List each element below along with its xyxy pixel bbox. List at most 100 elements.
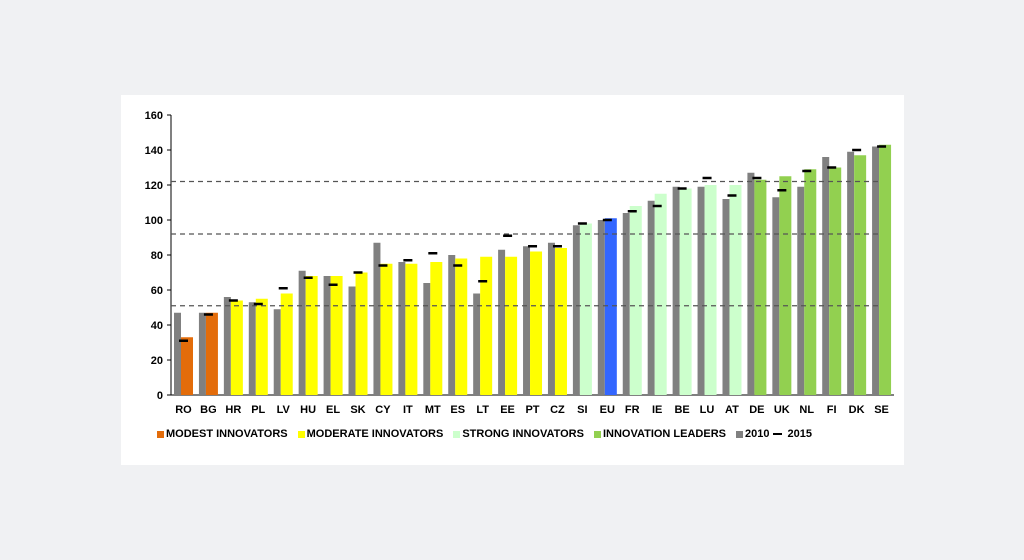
bar-2016-pl xyxy=(255,298,268,395)
bar-2010-uk xyxy=(772,197,780,395)
bar-2016-hu xyxy=(305,276,318,395)
x-tick-label: HU xyxy=(300,404,316,416)
x-tick-label: SE xyxy=(874,404,889,416)
bar-2010-bg xyxy=(198,312,206,395)
bar-2010-sk xyxy=(348,286,356,395)
bar-2010-lt xyxy=(473,293,481,395)
legend-swatch-leader xyxy=(593,430,601,438)
x-tick-label: DE xyxy=(749,404,764,416)
legend-marker-2015 xyxy=(773,433,783,435)
y-tick-label: 120 xyxy=(145,180,163,192)
bar-2010-fi xyxy=(822,157,830,395)
bar-2010-pt xyxy=(523,246,531,395)
y-tick-label: 0 xyxy=(157,390,163,402)
bar-chart: 0 20 40 60 80 100 120 140 160 RO BG HR PL LV HU EL SK CY I… xyxy=(145,110,894,416)
x-tick-label: ES xyxy=(450,404,465,416)
x-tick-label: LU xyxy=(700,404,715,416)
y-tick-label: 160 xyxy=(145,110,163,122)
legend-label-modest: MODEST INNOVATORS xyxy=(166,428,288,440)
bar-2016-ie xyxy=(654,193,667,395)
x-tick-label: SK xyxy=(350,404,365,416)
bar-2010-el xyxy=(323,276,331,395)
x-tick-label: EU xyxy=(600,404,615,416)
bar-2010-mt xyxy=(423,283,431,395)
legend-swatch-moderate xyxy=(297,430,305,438)
bar-2016-fi xyxy=(829,167,842,395)
bar-2010-si xyxy=(572,225,580,395)
chart-panel: 0 20 40 60 80 100 120 140 160 RO BG HR PL LV HU EL SK CY I… xyxy=(121,95,904,465)
bar-2016-fr xyxy=(629,206,642,395)
bar-2010-lv xyxy=(273,309,281,395)
x-tick-label: CZ xyxy=(550,404,565,416)
x-tick-label: IT xyxy=(403,404,413,416)
y-tick-label: 60 xyxy=(151,285,163,297)
legend-item-moderate: MODERATE INNOVATORS xyxy=(297,428,444,440)
x-tick-label: PL xyxy=(251,404,265,416)
legend-label-2010: 2010 xyxy=(745,428,770,440)
legend-swatch-2010 xyxy=(736,430,743,438)
bar-2016-cz xyxy=(554,248,567,395)
bar-2016-si xyxy=(579,223,592,395)
y-tick-label: 140 xyxy=(145,145,163,157)
x-tick-label: EE xyxy=(500,404,515,416)
bar-2016-be xyxy=(679,188,692,395)
bar-2010-pl xyxy=(248,302,256,395)
y-tick-label: 100 xyxy=(145,215,163,227)
bar-2010-eu xyxy=(597,220,605,395)
bar-2010-ee xyxy=(498,249,506,395)
bar-2016-lt xyxy=(480,256,493,395)
bar-2016-de xyxy=(754,179,767,395)
bar-2016-at xyxy=(729,185,742,395)
bar-2016-sk xyxy=(355,272,368,395)
bar-2010-lu xyxy=(697,186,705,395)
legend-item-modest: MODEST INNOVATORS xyxy=(157,428,288,440)
x-tick-label: LV xyxy=(277,404,291,416)
x-tick-label: MT xyxy=(425,404,441,416)
x-tick-label: IE xyxy=(652,404,662,416)
bar-2010-cy xyxy=(373,242,381,395)
x-tick-label: PT xyxy=(525,404,539,416)
bar-2016-ee xyxy=(505,256,518,395)
legend-item-strong: STRONG INNOVATORS xyxy=(453,428,584,440)
x-tick-label: BG xyxy=(200,404,217,416)
bar-2010-es xyxy=(448,255,456,395)
bar-2010-ro xyxy=(174,312,181,395)
x-tick-label: FI xyxy=(827,404,837,416)
legend-item-years: 2010 2015 xyxy=(736,428,812,440)
x-tick-label: DK xyxy=(849,404,865,416)
bar-2016-uk xyxy=(779,176,792,395)
bar-2016-bg xyxy=(205,312,218,395)
bar-2010-fr xyxy=(622,213,630,395)
x-tick-label: AT xyxy=(725,404,739,416)
y-tick-label: 40 xyxy=(151,320,163,332)
x-tick-label: BE xyxy=(674,404,689,416)
legend-label-leader: INNOVATION LEADERS xyxy=(602,428,726,440)
legend-swatch-strong xyxy=(453,430,461,438)
bar-2016-pt xyxy=(530,251,543,395)
bar-2016-lu xyxy=(704,185,717,395)
x-tick-label: LT xyxy=(476,404,489,416)
bar-2010-hu xyxy=(298,270,306,395)
bar-2016-cy xyxy=(380,263,393,395)
x-tick-label: NL xyxy=(799,404,814,416)
bar-2016-el xyxy=(330,276,343,395)
x-tick-label: SI xyxy=(577,404,587,416)
x-tick-label: UK xyxy=(774,404,790,416)
bar-2010-nl xyxy=(797,186,805,395)
x-tick-label: RO xyxy=(175,404,192,416)
bar-2016-eu xyxy=(604,218,617,395)
bar-2010-at xyxy=(722,199,730,395)
bar-2010-se xyxy=(872,146,880,395)
bar-2016-se xyxy=(879,144,892,395)
legend-label-moderate: MODERATE INNOVATORS xyxy=(306,428,444,440)
bar-2016-nl xyxy=(804,169,817,395)
legend-label-strong: STRONG INNOVATORS xyxy=(462,428,584,440)
bar-2010-de xyxy=(747,172,755,395)
x-tick-label: CY xyxy=(375,404,391,416)
bar-2010-dk xyxy=(847,151,855,395)
bar-2010-it xyxy=(398,262,406,395)
bar-2016-mt xyxy=(430,262,443,395)
bar-2016-es xyxy=(455,258,468,395)
legend-swatch-modest xyxy=(157,430,164,438)
y-tick-label: 80 xyxy=(151,250,163,262)
